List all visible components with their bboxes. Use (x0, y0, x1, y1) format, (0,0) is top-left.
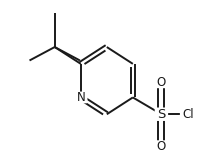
Text: O: O (157, 76, 166, 89)
FancyBboxPatch shape (155, 76, 168, 88)
FancyBboxPatch shape (155, 140, 168, 152)
Text: O: O (157, 140, 166, 153)
FancyBboxPatch shape (74, 92, 87, 103)
Text: N: N (76, 91, 85, 104)
FancyBboxPatch shape (180, 108, 197, 120)
FancyBboxPatch shape (155, 108, 168, 121)
Text: S: S (157, 108, 166, 121)
Text: Cl: Cl (182, 108, 194, 121)
